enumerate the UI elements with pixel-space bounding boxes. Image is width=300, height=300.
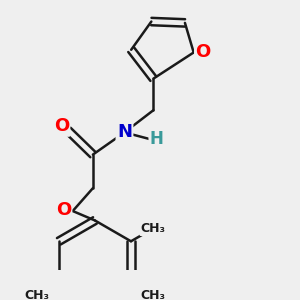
Text: CH₃: CH₃ xyxy=(141,289,166,300)
Text: N: N xyxy=(117,123,132,141)
Text: H: H xyxy=(150,130,164,148)
Text: CH₃: CH₃ xyxy=(141,222,166,235)
Text: O: O xyxy=(56,201,71,219)
Text: O: O xyxy=(54,117,69,135)
Text: O: O xyxy=(196,44,211,62)
Text: CH₃: CH₃ xyxy=(24,289,49,300)
